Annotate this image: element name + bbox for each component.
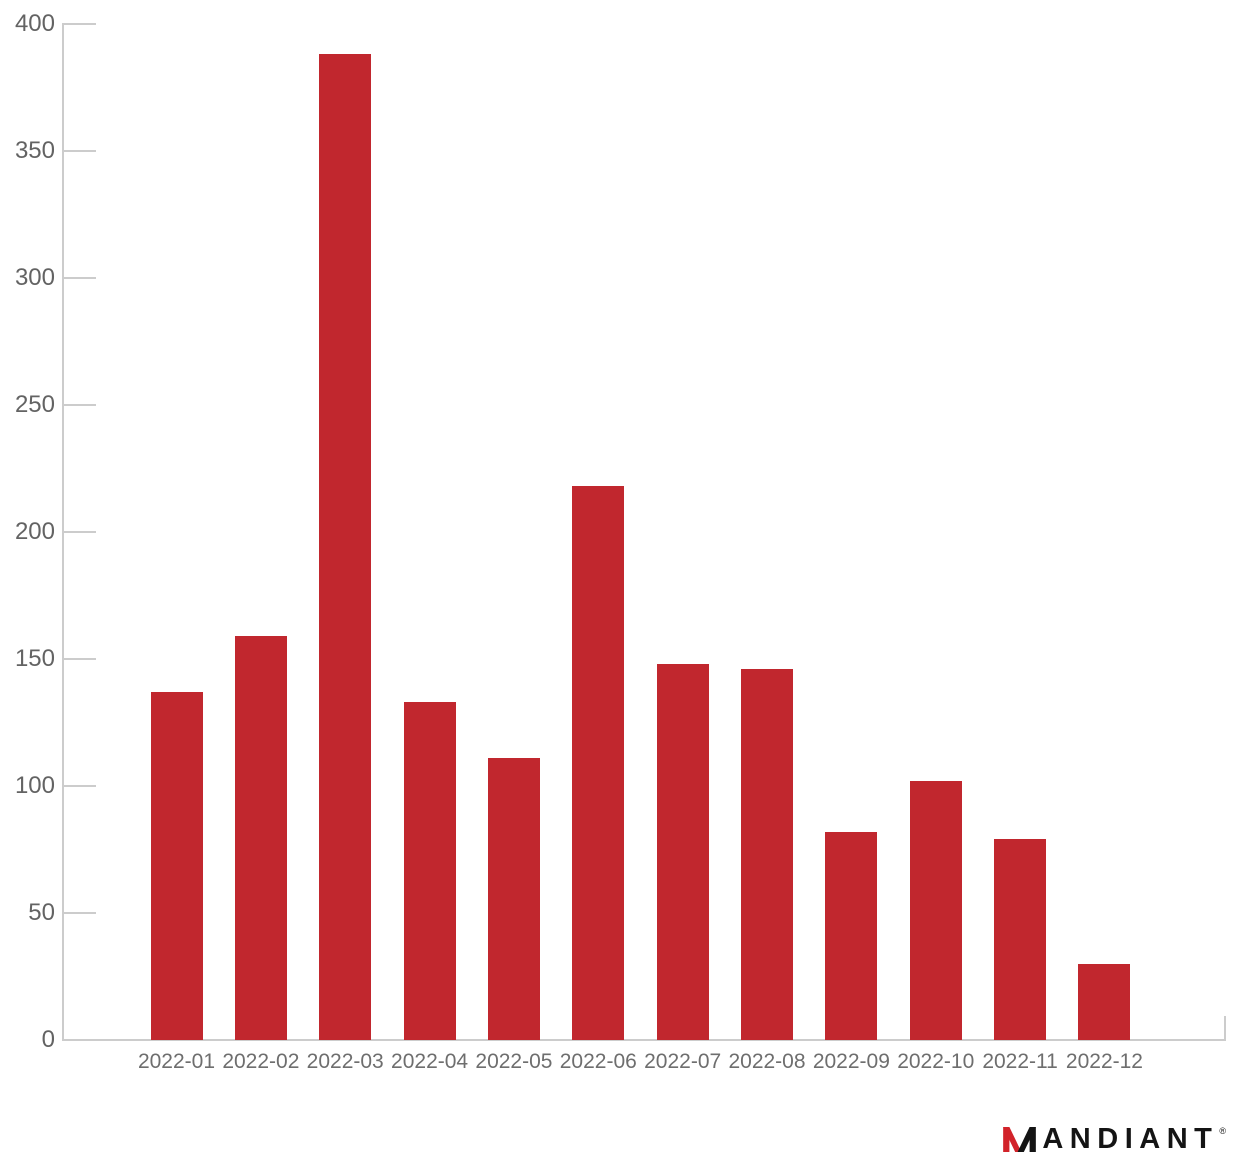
- bar-2022-12: [1078, 963, 1131, 1040]
- bar-2022-02: [234, 636, 287, 1040]
- bar-2022-01: [150, 692, 203, 1040]
- y-tick: [64, 404, 96, 406]
- y-tick-label: 300: [14, 264, 55, 291]
- x-tick-label: 2022-07: [644, 1050, 722, 1073]
- y-tick-label: 150: [14, 645, 55, 672]
- y-tick-label: 0: [41, 1026, 55, 1053]
- mandiant-logo: ANDIANT ®: [1003, 1123, 1226, 1155]
- bar-2022-11: [994, 839, 1047, 1040]
- x-tick-label: 2022-11: [982, 1050, 1058, 1073]
- y-tick-label: 350: [14, 137, 55, 164]
- bar-2022-07: [656, 664, 709, 1040]
- x-axis-line: [62, 1039, 1226, 1041]
- x-tick-label: 2022-02: [222, 1050, 300, 1073]
- y-tick: [64, 912, 96, 914]
- y-tick: [64, 150, 96, 152]
- y-tick-label: 100: [14, 772, 55, 799]
- x-tick-label: 2022-01: [137, 1050, 216, 1073]
- x-tick-label: 2022-03: [306, 1050, 384, 1073]
- x-tick-label: 2022-05: [475, 1050, 553, 1073]
- y-tick-label: 400: [14, 10, 55, 37]
- bar-2022-06: [572, 486, 625, 1040]
- registered-trademark-symbol: ®: [1219, 1126, 1226, 1136]
- y-tick: [64, 277, 96, 279]
- mandiant-logo-m-icon: [1003, 1127, 1037, 1152]
- bar-2022-10: [909, 780, 962, 1040]
- x-tick-label: 2022-04: [391, 1050, 469, 1073]
- bar-2022-08: [741, 669, 794, 1040]
- x-tick-label: 2022-12: [1065, 1050, 1143, 1073]
- mandiant-logo-text: ANDIANT: [1042, 1123, 1219, 1155]
- y-tick-label: 50: [28, 899, 55, 926]
- bar-2022-05: [487, 758, 540, 1040]
- bar-2022-09: [825, 831, 878, 1040]
- bar-chart: 0 50 100 150 200 250 300 350 400 2022-01 2022-02 2…: [14, 10, 1226, 1073]
- y-tick: [64, 531, 96, 533]
- y-tick: [64, 658, 96, 660]
- y-tick: [64, 1039, 96, 1041]
- y-axis-line: [62, 23, 64, 1041]
- x-tick-label: 2022-06: [559, 1050, 637, 1073]
- bar-2022-04: [403, 702, 456, 1040]
- x-axis-end-tick: [1224, 1016, 1226, 1040]
- x-tick-label: 2022-08: [728, 1050, 806, 1073]
- y-tick-label: 250: [14, 391, 55, 418]
- y-tick: [64, 785, 96, 787]
- x-tick-label: 2022-09: [812, 1050, 890, 1073]
- x-tick-label: 2022-10: [897, 1050, 975, 1073]
- y-tick: [64, 23, 96, 25]
- y-tick-label: 200: [14, 518, 55, 545]
- bar-2022-03: [319, 54, 372, 1040]
